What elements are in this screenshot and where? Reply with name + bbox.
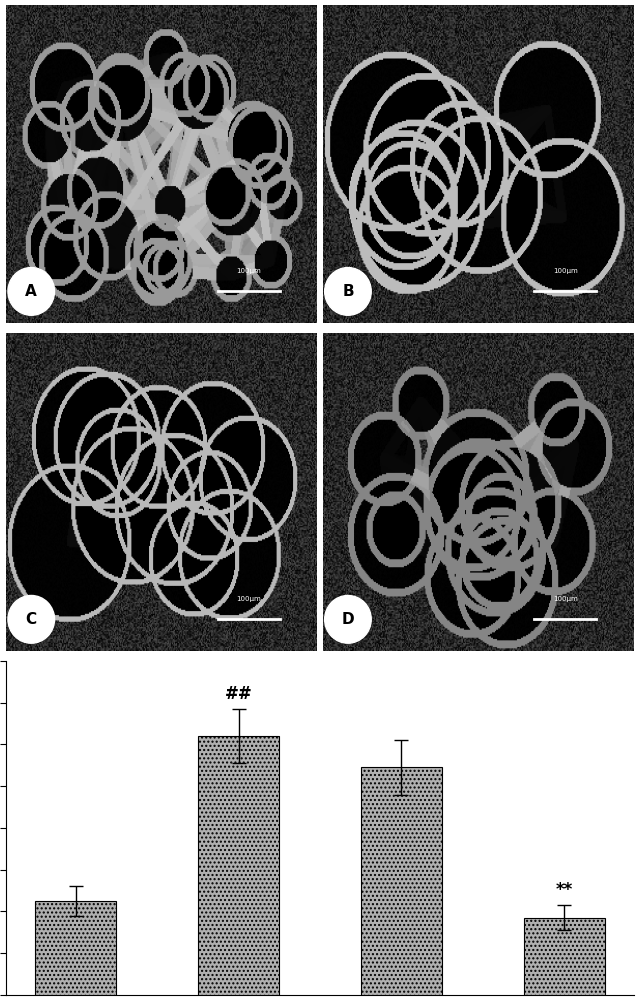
Circle shape: [324, 268, 371, 315]
Text: 100μm: 100μm: [553, 596, 578, 602]
Text: 100μm: 100μm: [553, 268, 578, 274]
Text: A: A: [26, 284, 37, 299]
Bar: [361, 767, 442, 995]
Text: C: C: [26, 612, 37, 627]
Bar: [35, 901, 116, 995]
Circle shape: [8, 595, 54, 643]
Circle shape: [8, 268, 54, 315]
Text: 100μm: 100μm: [236, 596, 261, 602]
Text: D: D: [342, 612, 355, 627]
Text: ##: ##: [225, 685, 252, 703]
Text: 100μm: 100μm: [236, 268, 261, 274]
Text: **: **: [556, 881, 573, 899]
Bar: [198, 736, 279, 995]
Circle shape: [324, 595, 371, 643]
Bar: [524, 918, 605, 995]
Text: B: B: [342, 284, 354, 299]
